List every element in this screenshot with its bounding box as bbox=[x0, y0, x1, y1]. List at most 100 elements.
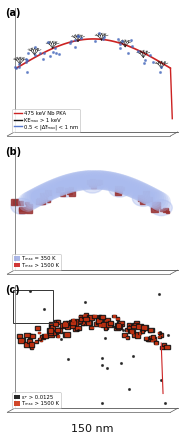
Bar bbox=[135, 334, 140, 337]
Bar bbox=[106, 324, 108, 325]
Bar bbox=[90, 179, 95, 182]
Bar bbox=[105, 319, 109, 322]
Bar bbox=[47, 328, 53, 333]
Bar bbox=[49, 329, 52, 332]
Bar bbox=[121, 322, 123, 323]
Bar bbox=[67, 322, 70, 324]
Bar bbox=[35, 341, 37, 342]
Bar bbox=[100, 315, 104, 318]
Bar bbox=[19, 339, 23, 342]
Bar bbox=[99, 315, 105, 319]
Bar bbox=[55, 331, 58, 334]
Bar bbox=[63, 323, 67, 326]
Bar bbox=[91, 185, 95, 188]
Bar bbox=[160, 334, 162, 336]
Bar bbox=[60, 323, 66, 328]
Legend: Tₘₐₓ = 350 K, Tₘₐₓ > 1500 K: Tₘₐₓ = 350 K, Tₘₐₓ > 1500 K bbox=[12, 254, 61, 270]
Point bbox=[166, 332, 169, 339]
Bar bbox=[48, 332, 54, 337]
Bar bbox=[143, 191, 149, 196]
Bar bbox=[116, 317, 119, 320]
Bar bbox=[138, 196, 145, 201]
Bar bbox=[149, 330, 150, 331]
Point bbox=[160, 376, 163, 383]
Line: 2 pts: 2 pts bbox=[7, 132, 15, 136]
Bar bbox=[65, 333, 69, 336]
Bar bbox=[160, 209, 164, 211]
Bar bbox=[141, 325, 148, 330]
Bar bbox=[68, 191, 72, 194]
Bar bbox=[18, 335, 21, 337]
Bar bbox=[158, 332, 160, 334]
Point bbox=[28, 288, 31, 295]
Bar bbox=[90, 326, 92, 328]
Bar bbox=[86, 321, 92, 325]
Point bbox=[169, 133, 171, 139]
Bar bbox=[40, 335, 45, 339]
Bar bbox=[140, 327, 145, 331]
Bar bbox=[153, 202, 160, 208]
Line: 2 pts: 2 pts bbox=[170, 408, 178, 412]
Bar bbox=[101, 322, 107, 327]
Bar bbox=[25, 202, 29, 205]
Point bbox=[177, 129, 179, 135]
Point bbox=[14, 129, 16, 135]
Bar bbox=[151, 335, 155, 338]
Bar bbox=[106, 322, 113, 327]
Bar bbox=[96, 319, 101, 324]
Bar bbox=[90, 316, 92, 318]
Bar bbox=[107, 323, 111, 326]
Bar bbox=[70, 321, 75, 324]
Point bbox=[169, 410, 171, 415]
Point bbox=[100, 400, 103, 407]
Bar bbox=[130, 330, 133, 332]
Bar bbox=[115, 186, 122, 191]
Point bbox=[101, 355, 104, 362]
Bar bbox=[116, 318, 119, 319]
Bar bbox=[30, 343, 33, 346]
Bar bbox=[19, 207, 25, 211]
Bar bbox=[84, 313, 88, 316]
Bar bbox=[57, 328, 60, 330]
Bar bbox=[104, 319, 110, 323]
Bar bbox=[115, 323, 121, 328]
Bar bbox=[66, 326, 69, 328]
Bar bbox=[123, 334, 126, 336]
Bar bbox=[70, 321, 73, 322]
Bar bbox=[28, 342, 34, 347]
Bar bbox=[125, 328, 129, 331]
Bar bbox=[102, 323, 106, 326]
Bar bbox=[54, 323, 57, 325]
Bar bbox=[29, 335, 31, 337]
Bar bbox=[108, 321, 113, 325]
Bar bbox=[137, 325, 141, 328]
Bar bbox=[105, 326, 107, 328]
Point bbox=[100, 362, 103, 369]
Bar bbox=[128, 324, 130, 326]
Bar bbox=[145, 337, 147, 339]
Bar bbox=[58, 328, 59, 329]
Bar bbox=[104, 328, 107, 330]
Bar bbox=[163, 209, 166, 211]
Bar bbox=[11, 199, 18, 205]
Bar bbox=[122, 333, 127, 337]
Bar bbox=[97, 320, 100, 323]
Bar bbox=[62, 323, 68, 327]
Bar bbox=[19, 201, 23, 205]
Bar bbox=[138, 332, 141, 334]
Bar bbox=[136, 334, 139, 337]
Bar bbox=[121, 322, 123, 324]
Line: 2 pts: 2 pts bbox=[170, 132, 178, 136]
Bar bbox=[147, 197, 152, 201]
Point bbox=[177, 268, 179, 273]
Bar bbox=[147, 339, 149, 341]
Point bbox=[127, 386, 130, 393]
Bar bbox=[98, 324, 101, 326]
Bar bbox=[149, 329, 152, 331]
Bar bbox=[38, 338, 41, 340]
Bar bbox=[95, 323, 99, 325]
Circle shape bbox=[31, 189, 53, 205]
Bar bbox=[56, 320, 60, 323]
Bar bbox=[53, 322, 58, 326]
Bar bbox=[26, 209, 32, 213]
